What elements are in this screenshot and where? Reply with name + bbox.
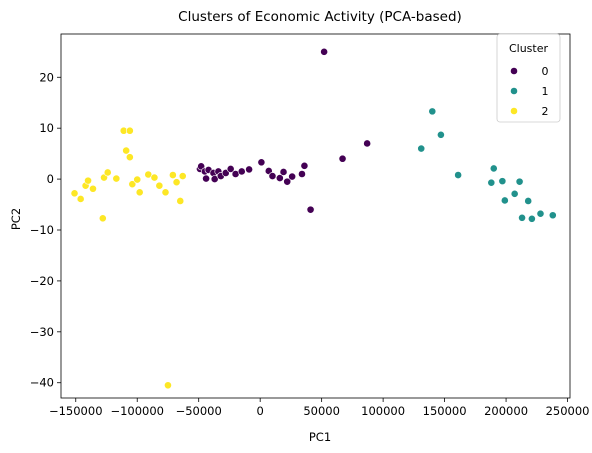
point-cluster-0-18 [280, 168, 287, 175]
point-cluster-2-14 [134, 176, 141, 183]
points-layer [71, 48, 556, 389]
point-cluster-1-0 [418, 145, 425, 152]
point-cluster-2-5 [99, 215, 106, 222]
point-cluster-2-10 [123, 147, 130, 154]
point-cluster-2-21 [169, 171, 176, 178]
legend-label-1: 1 [542, 85, 549, 98]
x-tick-label: 100000 [361, 404, 405, 418]
legend-label-2: 2 [542, 105, 549, 118]
legend: Cluster 0 1 2 [497, 34, 560, 122]
point-cluster-1-4 [488, 179, 495, 186]
point-cluster-1-3 [455, 171, 462, 178]
y-axis-ticks: −40 −30 −20 −10 0 10 20 [30, 70, 61, 389]
point-cluster-0-3 [202, 175, 209, 182]
point-cluster-0-23 [307, 206, 314, 213]
point-cluster-2-18 [156, 182, 163, 189]
point-cluster-2-15 [136, 189, 143, 196]
y-tick-label: 0 [47, 172, 54, 186]
point-cluster-0-16 [269, 172, 276, 179]
point-cluster-0-24 [321, 48, 328, 55]
y-tick-label: −20 [30, 274, 54, 288]
point-cluster-2-3 [84, 177, 91, 184]
x-tick-label: 150000 [423, 404, 467, 418]
chart-title: Clusters of Economic Activity (PCA-based… [178, 9, 462, 25]
point-cluster-0-22 [301, 162, 308, 169]
point-cluster-2-22 [173, 179, 180, 186]
legend-label-0: 0 [542, 65, 549, 78]
legend-title: Cluster [509, 42, 549, 55]
point-cluster-1-13 [537, 210, 544, 217]
point-cluster-1-14 [549, 212, 556, 219]
x-tick-label: 50000 [303, 404, 340, 418]
point-cluster-1-12 [528, 215, 535, 222]
y-tick-label: 10 [39, 121, 54, 135]
point-cluster-2-8 [113, 175, 120, 182]
x-axis-ticks: −150000 −100000 −50000 0 50000 100000 150000 20… [49, 398, 590, 418]
point-cluster-2-11 [126, 127, 133, 134]
point-cluster-0-21 [298, 170, 305, 177]
point-cluster-0-14 [258, 159, 265, 166]
legend-marker-2 [510, 107, 517, 114]
point-cluster-0-26 [364, 140, 371, 147]
x-tick-label: −150000 [49, 404, 103, 418]
point-cluster-2-20 [164, 382, 171, 389]
point-cluster-1-1 [429, 108, 436, 115]
point-cluster-2-7 [104, 169, 111, 176]
y-tick-label: 20 [39, 70, 54, 84]
point-cluster-1-10 [518, 214, 525, 221]
legend-marker-1 [510, 87, 517, 94]
point-cluster-1-9 [516, 178, 523, 185]
point-cluster-1-2 [437, 131, 444, 138]
x-tick-label: −50000 [176, 404, 222, 418]
point-cluster-2-0 [71, 190, 78, 197]
point-cluster-1-11 [525, 197, 532, 204]
point-cluster-1-6 [499, 178, 506, 185]
point-cluster-0-12 [238, 168, 245, 175]
x-axis-label: PC1 [309, 430, 331, 444]
point-cluster-2-4 [89, 185, 96, 192]
point-cluster-2-12 [126, 154, 133, 161]
point-cluster-2-17 [151, 174, 158, 181]
point-cluster-0-13 [246, 166, 253, 173]
point-cluster-2-1 [77, 195, 84, 202]
x-tick-label: 0 [257, 404, 264, 418]
point-cluster-1-7 [501, 197, 508, 204]
point-cluster-1-8 [511, 190, 518, 197]
y-tick-label: −30 [30, 325, 54, 339]
point-cluster-0-25 [339, 155, 346, 162]
point-cluster-2-19 [162, 189, 169, 196]
point-cluster-2-23 [177, 197, 184, 204]
x-tick-label: 200000 [484, 404, 528, 418]
plot-area-frame [61, 34, 570, 398]
legend-marker-0 [510, 67, 517, 74]
y-axis-label: PC2 [9, 208, 23, 230]
point-cluster-1-5 [490, 165, 497, 172]
x-tick-label: 250000 [546, 404, 590, 418]
y-tick-label: −40 [30, 376, 54, 390]
point-cluster-0-20 [289, 173, 296, 180]
y-tick-label: −10 [30, 223, 54, 237]
point-cluster-2-24 [179, 172, 186, 179]
x-tick-label: −100000 [110, 404, 164, 418]
